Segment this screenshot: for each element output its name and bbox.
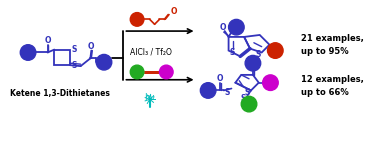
- Text: O: O: [44, 36, 51, 45]
- Circle shape: [229, 19, 244, 35]
- Text: S: S: [255, 50, 260, 59]
- Text: 21 examples,
up to 95%: 21 examples, up to 95%: [301, 34, 364, 56]
- Text: 12 examples,
up to 66%: 12 examples, up to 66%: [301, 75, 364, 97]
- Text: AlCl₃ / Tf₂O: AlCl₃ / Tf₂O: [130, 48, 172, 57]
- Text: O: O: [220, 23, 226, 32]
- Circle shape: [96, 54, 112, 70]
- Circle shape: [241, 96, 257, 112]
- Text: S: S: [72, 61, 77, 70]
- Circle shape: [130, 13, 144, 26]
- Circle shape: [268, 43, 283, 58]
- Text: Ketene 1,3-Dithietanes: Ketene 1,3-Dithietanes: [10, 90, 110, 98]
- Text: O: O: [217, 74, 223, 83]
- Circle shape: [130, 65, 144, 79]
- Text: S: S: [240, 94, 246, 103]
- Text: S: S: [225, 88, 230, 97]
- Text: O: O: [170, 7, 177, 16]
- Text: O: O: [88, 42, 94, 51]
- Text: hν: hν: [144, 93, 155, 102]
- Circle shape: [263, 75, 278, 91]
- Text: S: S: [230, 48, 235, 57]
- Text: S: S: [245, 88, 250, 97]
- Circle shape: [200, 83, 216, 98]
- Text: S: S: [72, 45, 77, 54]
- Circle shape: [20, 45, 36, 60]
- Circle shape: [245, 55, 261, 71]
- Text: O: O: [249, 63, 256, 72]
- Circle shape: [160, 65, 173, 79]
